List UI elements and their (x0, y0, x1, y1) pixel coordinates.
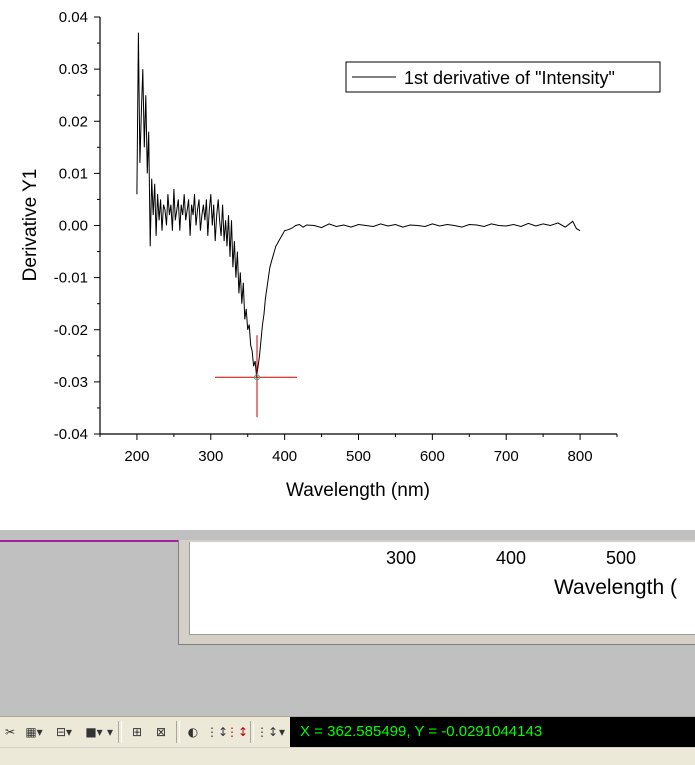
series-layer (136, 32, 581, 377)
y-tick-label: -0.04 (54, 426, 88, 443)
scissors-icon[interactable]: ✂ (4, 725, 16, 739)
background-tick-label: 300 (386, 548, 417, 568)
y-tick-label: 0.04 (59, 9, 88, 26)
grid-icon[interactable]: ▦▾ (25, 725, 43, 739)
toolbar-separator (118, 721, 122, 743)
y-tick-label: -0.02 (54, 322, 88, 339)
background-tick-label: 500 (606, 548, 637, 568)
y-axis-ticks: 0.04 0.03 0.02 0.01 0.00 -0.01 -0.02 -0.03 -0.04 (54, 9, 100, 443)
x-tick-label: 400 (272, 448, 297, 465)
background-workspace: 300 400 500 Wavelength ( (0, 530, 695, 716)
x-axis-ticks: 200 300 400 500 600 700 800 (99, 434, 618, 465)
x-tick-label: 500 (346, 448, 371, 465)
y-tick-label: 0.01 (59, 165, 88, 182)
bottom-toolbar: ✂ ▦▾ ⊟▾ ■▾ ▾ ⊞ ⊠ ◐ ⋮↕ ⋮↕ ⋮↕ ▾ X = 362.58… (0, 716, 695, 747)
y-tick-label: -0.03 (54, 374, 88, 391)
toolbar-separator (250, 721, 254, 743)
y-tick-label: 0.02 (59, 113, 88, 130)
y-axis-title: Derivative Y1 (20, 169, 41, 282)
chevron-down-icon[interactable]: ▾ (106, 725, 114, 739)
chevron-down-icon[interactable]: ▾ (278, 725, 286, 739)
x-tick-label: 700 (494, 448, 519, 465)
mask-icon[interactable]: ◐ (187, 725, 199, 739)
x-tick-label: 200 (124, 448, 149, 465)
marker-layer (215, 335, 298, 418)
background-graph-window[interactable]: 300 400 500 Wavelength ( (178, 540, 695, 645)
background-x-axis-title: Wavelength ( (554, 576, 677, 599)
data-reader-icon[interactable]: ⋮↕ (225, 725, 249, 739)
plot-area: 0.04 0.03 0.02 0.01 0.00 -0.01 -0.02 -0.03 -0.04… (20, 9, 661, 501)
background-graph-page: 300 400 500 Wavelength ( (189, 542, 695, 635)
reader-icon[interactable]: ⊞ (131, 725, 143, 739)
derivative-chart: 0.04 0.03 0.02 0.01 0.00 -0.01 -0.02 -0.03 -0.04… (20, 9, 661, 501)
data-select-icon[interactable]: ⋮↕ (205, 725, 229, 739)
series-line (136, 32, 581, 377)
y-tick-label: 0.03 (59, 61, 88, 78)
data-point-marker (254, 374, 261, 381)
legend-box (345, 61, 661, 93)
x-tick-label: 300 (198, 448, 223, 465)
legend-label: 1st derivative of "Intensity" (404, 68, 615, 88)
status-bar (0, 747, 695, 765)
tools-toolbar: ✂ ▦▾ ⊟▾ ■▾ ▾ ⊞ ⊠ ◐ ⋮↕ ⋮↕ ⋮↕ ▾ (0, 717, 290, 747)
scale-icon[interactable]: ⋮↕ (255, 725, 279, 739)
toolbar-separator (176, 721, 180, 743)
x-tick-label: 800 (568, 448, 593, 465)
frame-icon[interactable]: ⊟▾ (55, 725, 73, 739)
background-tick-label: 400 (496, 548, 527, 568)
legend: 1st derivative of "Intensity" (345, 61, 661, 93)
y-tick-label: -0.01 (54, 270, 88, 287)
x-tick-label: 600 (420, 448, 445, 465)
square-icon[interactable]: ■▾ (85, 725, 103, 739)
coordinate-readout: X = 362.585499, Y = -0.0291044143 (290, 717, 695, 747)
y-tick-label: 0.00 (59, 218, 88, 235)
x-axis-title: Wavelength (nm) (286, 480, 430, 501)
tool-icon[interactable]: ⊠ (155, 725, 167, 739)
